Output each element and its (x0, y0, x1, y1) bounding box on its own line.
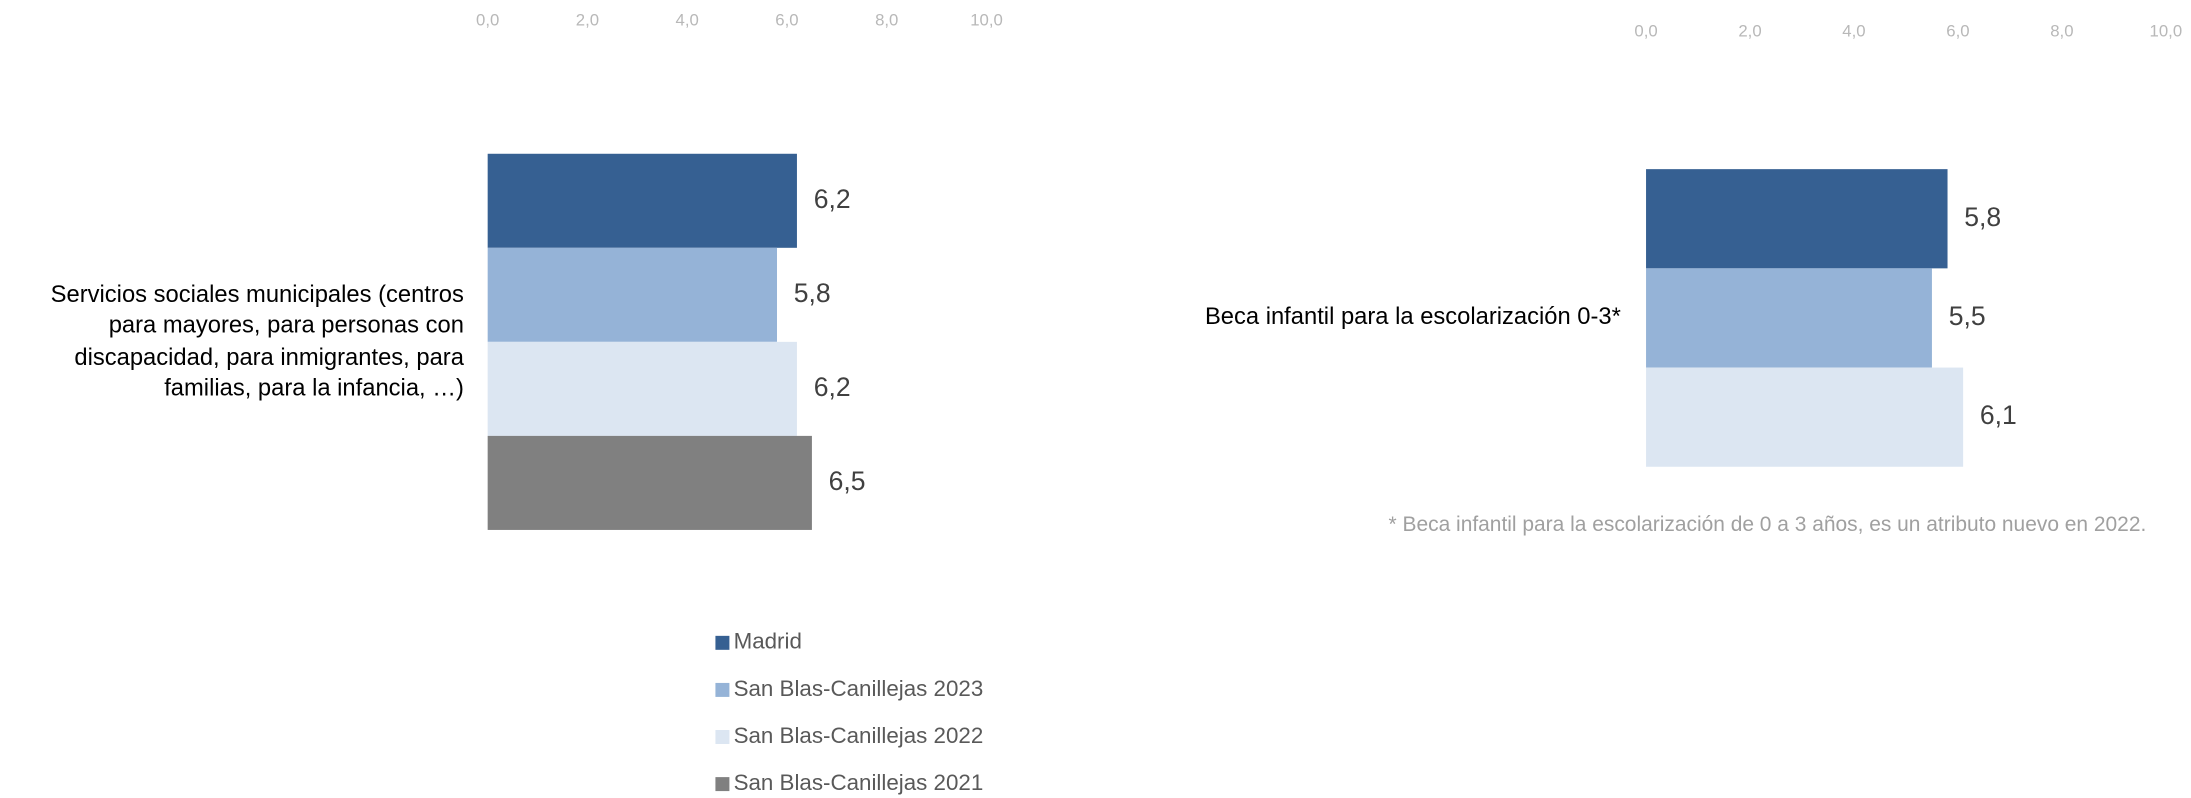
category-text: Beca infantil para la escolarización 0-3… (1204, 303, 1621, 331)
x-tick-label: 0,0 (476, 10, 499, 29)
legend-swatch (715, 777, 730, 792)
category-wrap: Beca infantil para la escolarización 0-3… (1090, 234, 1621, 402)
category-label: Beca infantil para la escolarización 0-3… (1090, 234, 1621, 402)
value-label: 6,2 (814, 184, 851, 214)
x-tick-label: 10,0 (2150, 22, 2183, 41)
x-tick-label: 10,0 (970, 10, 1003, 29)
category-text: Servicios sociales municipales (centros … (50, 280, 464, 402)
legend-swatch (715, 682, 730, 697)
bar (487, 247, 777, 342)
bar (1646, 169, 1948, 269)
x-tick-label: 6,0 (775, 10, 798, 29)
category-wrap: Servicios sociales municipales (centros … (0, 258, 464, 426)
legend-label: San Blas-Canillejas 2021 (734, 770, 984, 795)
x-tick-label: 6,0 (1946, 22, 1969, 41)
x-tick-label: 8,0 (2050, 22, 2073, 41)
note: * Beca infantil para la escolarización d… (1389, 513, 2147, 536)
value-label: 5,5 (1949, 301, 1986, 331)
value-label: 6,5 (829, 466, 866, 496)
legend-label: Madrid (734, 629, 802, 654)
bar (487, 435, 812, 530)
bar (487, 341, 797, 436)
category-label: Servicios sociales municipales (centros … (0, 258, 464, 426)
legend-swatch (715, 730, 730, 744)
value-label: 5,8 (794, 278, 831, 308)
x-tick-label: 2,0 (576, 10, 599, 29)
x-tick-label: 8,0 (875, 10, 898, 29)
x-tick-label: 4,0 (1842, 22, 1865, 41)
legend-swatch (715, 635, 730, 650)
bar (487, 153, 797, 248)
x-tick-label: 0,0 (1634, 22, 1657, 41)
value-label: 5,8 (1964, 202, 2001, 232)
legend-label: San Blas-Canillejas 2022 (734, 723, 984, 748)
x-tick-label: 4,0 (676, 10, 699, 29)
bar (1646, 367, 1964, 467)
value-label: 6,2 (814, 372, 851, 402)
value-label: 6,1 (1980, 400, 2017, 430)
x-tick-label: 2,0 (1738, 22, 1761, 41)
bar (1646, 268, 1932, 368)
legend-label: San Blas-Canillejas 2023 (734, 676, 984, 701)
